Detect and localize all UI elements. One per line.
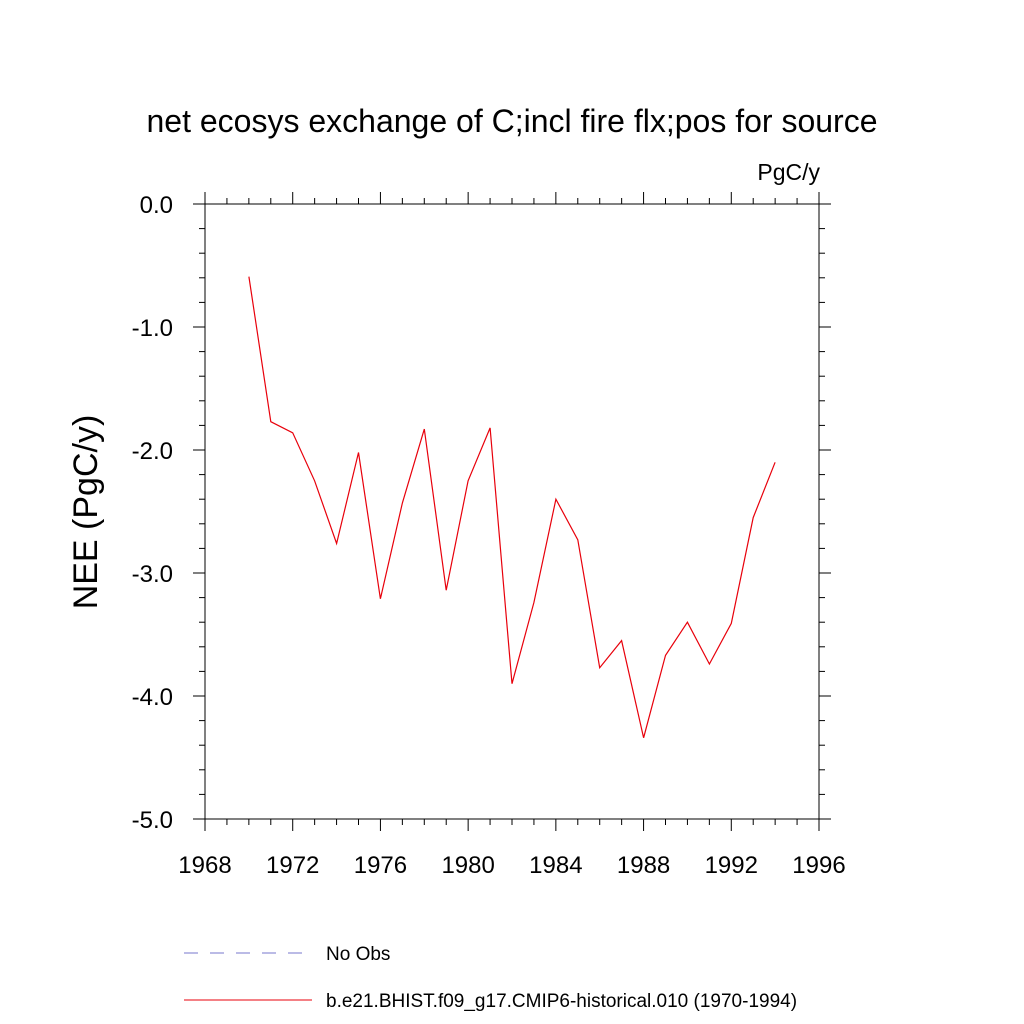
axis-ticks	[193, 192, 831, 831]
legend-label: b.e21.BHIST.f09_g17.CMIP6-historical.010…	[326, 991, 797, 1012]
x-tick-label: 1992	[705, 852, 758, 879]
legend: No Obs b.e21.BHIST.f09_g17.CMIP6-historic…	[184, 944, 797, 1012]
x-tick-label: 1976	[354, 852, 407, 879]
y-tick-label: -5.0	[132, 807, 173, 834]
x-tick-label: 1968	[178, 852, 231, 879]
y-tick-label: -1.0	[132, 315, 173, 342]
series-line	[248, 276, 776, 738]
plot-frame	[204, 203, 820, 820]
x-tick-label: 1996	[792, 852, 845, 879]
y-axis-label: NEE (PgC/y)	[67, 415, 105, 610]
x-tick-label: 1988	[617, 852, 670, 879]
x-tick-label: 1980	[441, 852, 494, 879]
x-tick-label: 1984	[529, 852, 582, 879]
y-tick-label: -4.0	[132, 684, 173, 711]
y-tick-label: 0.0	[140, 192, 173, 219]
y-tick-label: -3.0	[132, 561, 173, 588]
axis-tick-labels: 1968 1972 1976 1980 1984 1988 1992 1996 0.0 -1.0 -…	[132, 192, 846, 879]
units-label: PgC/y	[757, 159, 820, 185]
legend-label: No Obs	[326, 944, 390, 965]
series-layer	[248, 276, 776, 738]
y-tick-label: -2.0	[132, 438, 173, 465]
chart-title: net ecosys exchange of C;incl fire flx;p…	[146, 103, 877, 139]
x-tick-label: 1972	[266, 852, 319, 879]
